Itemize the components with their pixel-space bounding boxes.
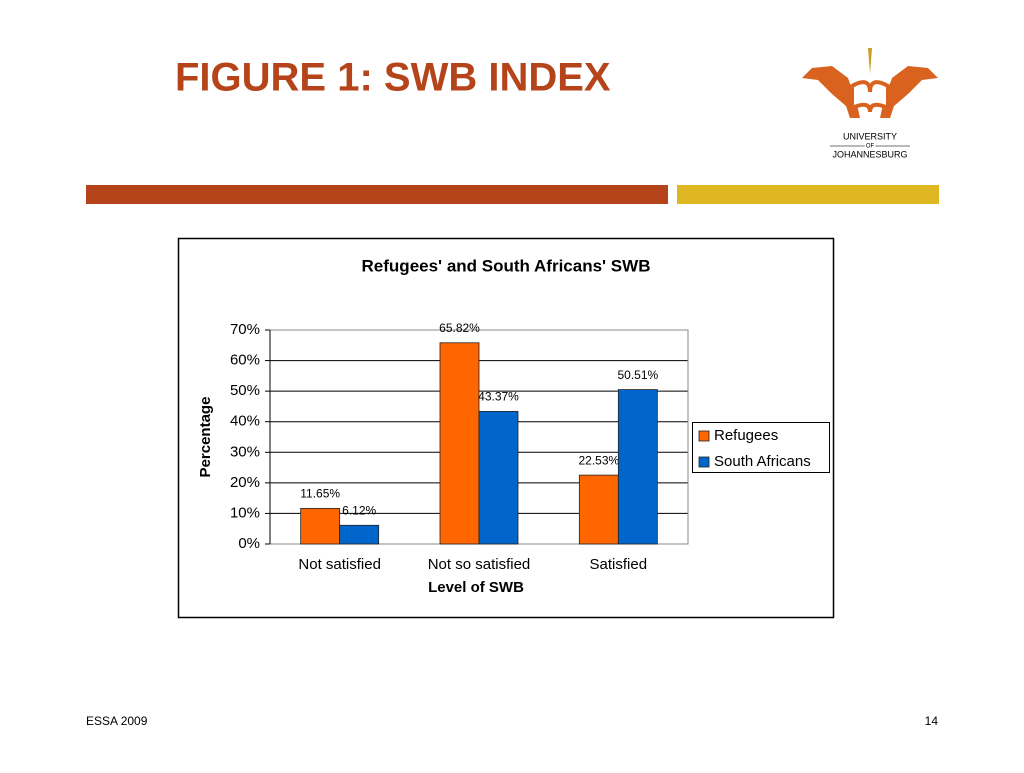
legend-label: Refugees [714, 427, 778, 444]
y-tick-label: 60% [230, 352, 260, 369]
x-tick-label: Satisfied [590, 556, 648, 573]
value-label: 65.82% [439, 321, 480, 335]
logo-text: JOHANNESBURG [832, 149, 907, 159]
y-tick-label: 40% [230, 413, 260, 430]
logo-text: UNIVERSITY [843, 131, 897, 141]
y-tick-label: 30% [230, 443, 260, 460]
legend-swatch [698, 456, 710, 468]
value-label: 22.53% [578, 453, 619, 467]
footer: ESSA 2009 [86, 714, 148, 728]
value-label: 11.65% [300, 487, 340, 501]
bar [478, 411, 519, 545]
x-axis-title: Level of SWB [428, 579, 524, 596]
y-tick-label: 0% [238, 535, 260, 552]
slide-title: FIGURE 1: SWB INDEX [175, 56, 611, 100]
bar [339, 524, 380, 545]
y-tick-label: 10% [230, 504, 260, 521]
value-label: 43.37% [478, 390, 519, 404]
y-tick-label: 20% [230, 474, 260, 491]
header-bar-accent [677, 185, 939, 204]
bar [578, 474, 619, 545]
chart-title: Refugees' and South Africans' SWB [362, 256, 651, 275]
value-label: 50.51% [617, 368, 658, 382]
legend [692, 422, 830, 473]
value-label: 6.12% [342, 503, 376, 517]
x-tick-label: Not so satisfied [428, 556, 531, 573]
legend-swatch [698, 430, 710, 442]
x-tick-label: Not satisfied [298, 556, 381, 573]
y-tick-label: 50% [230, 382, 260, 399]
header-bar [86, 185, 668, 204]
bar [617, 389, 658, 545]
y-tick-label: 70% [230, 321, 260, 338]
logo-text: OF [866, 144, 875, 150]
page-number: 14 [925, 714, 939, 728]
bar [439, 342, 480, 545]
bar [300, 507, 341, 545]
logo-emblem [802, 48, 938, 118]
legend-label: South Africans [714, 453, 811, 470]
y-axis-title: Percentage [197, 397, 214, 478]
